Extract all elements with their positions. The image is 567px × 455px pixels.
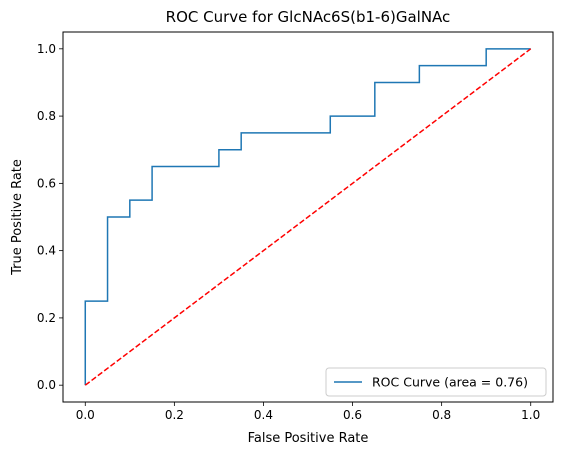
- plot-lines: [84, 48, 532, 386]
- y-tick-label: 0.8: [37, 109, 56, 123]
- plot-frame: [62, 31, 554, 403]
- x-tick-label: 0.6: [343, 408, 362, 422]
- legend: ROC Curve (area = 0.76): [325, 367, 547, 397]
- y-axis-ticks: 0.0 0.2 0.4 0.6 0.8 1.0: [37, 42, 63, 392]
- x-axis-ticks: 0.0 0.2 0.4 0.6 0.8 1.0: [76, 402, 540, 422]
- chart-title: ROC Curve for GlcNAc6S(b1-6)GalNAc: [166, 8, 451, 26]
- y-tick-label: 0.0: [37, 378, 56, 392]
- x-axis-label: False Positive Rate: [248, 431, 369, 446]
- y-tick-label: 0.6: [37, 176, 56, 190]
- legend-label-roc: ROC Curve (area = 0.76): [372, 375, 528, 390]
- y-tick-label: 0.4: [37, 244, 56, 258]
- x-tick-label: 0.8: [432, 408, 451, 422]
- x-tick-label: 0.2: [165, 408, 184, 422]
- baseline-diagonal-line: [84, 48, 532, 386]
- y-axis-label: True Positive Rate: [10, 159, 25, 276]
- legend-box: [325, 367, 547, 397]
- y-tick-label: 0.2: [37, 311, 56, 325]
- x-tick-label: 0.0: [76, 408, 95, 422]
- y-tick-label: 1.0: [37, 42, 56, 56]
- x-tick-label: 1.0: [521, 408, 540, 422]
- roc-curve-line: [84, 48, 531, 386]
- x-tick-label: 0.4: [254, 408, 273, 422]
